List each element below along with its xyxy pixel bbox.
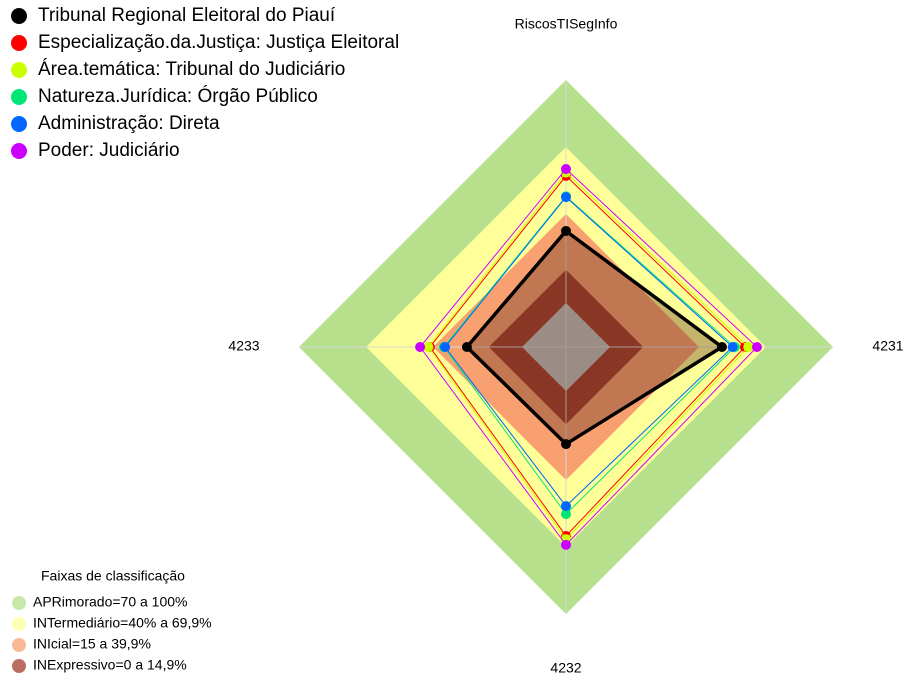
legend-marker [11, 8, 27, 24]
legend-label: Natureza.Jurídica: Órgão Público [38, 85, 318, 107]
series-point [751, 342, 762, 352]
series-point [561, 509, 571, 520]
legend-marker [11, 89, 27, 105]
axis-label: 4232 [550, 660, 581, 676]
band-legend-label: INExpressivo=0 a 14,9% [33, 657, 187, 673]
axis-label: 4233 [228, 338, 259, 354]
series-point [727, 342, 738, 352]
series-point [561, 192, 571, 203]
legend-marker [11, 116, 27, 132]
series-point [415, 342, 426, 352]
band-legend-label: APRimorado=70 a 100% [33, 594, 188, 610]
series-point [423, 342, 434, 352]
series-point [561, 163, 571, 174]
series-point [743, 342, 754, 352]
legend-label: Tribunal Regional Eleitoral do Piauí [38, 5, 336, 26]
bands-title: Faixas de classificação [41, 568, 185, 584]
axis-label: 4231 [872, 338, 903, 354]
legend-label: Área.temática: Tribunal do Judiciário [38, 59, 345, 80]
legend-label: Especialização.da.Justiça: Justiça Eleit… [38, 32, 399, 53]
band-legend-marker [12, 638, 26, 652]
legend-marker [11, 62, 27, 78]
series-point [461, 342, 472, 352]
legend-label: Poder: Judiciário [38, 140, 180, 161]
band-legend-marker [12, 596, 26, 610]
band-legend-label: INTermediário=40% a 69,9% [33, 615, 212, 631]
legend-marker [11, 143, 27, 159]
series-point [561, 439, 571, 450]
legend-label: Administração: Direta [38, 113, 220, 134]
series-point [440, 342, 451, 352]
series-point [561, 501, 571, 512]
band-legend-marker [12, 617, 26, 631]
legend-marker [11, 35, 27, 51]
axis-label: RiscosTISegInfo [515, 16, 618, 32]
band-legend-label: INIcial=15 a 39,9% [33, 636, 151, 652]
series-point [716, 342, 727, 352]
band-legend-marker [12, 659, 26, 673]
series-point [561, 225, 571, 236]
series-point [561, 539, 571, 550]
